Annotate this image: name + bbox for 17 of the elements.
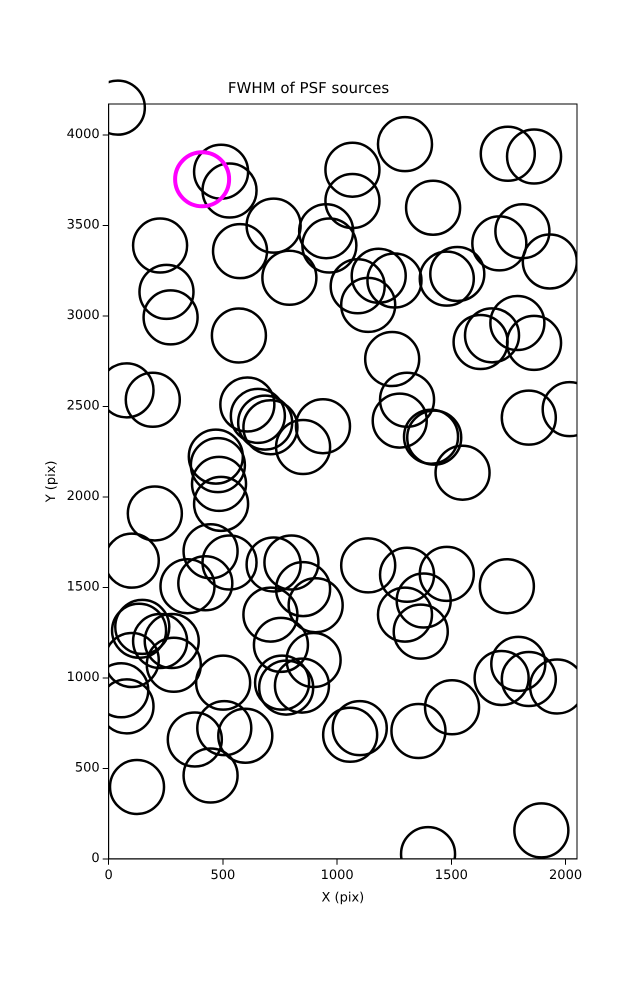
chart-title: FWHM of PSF sources	[228, 78, 390, 97]
y-tick-label: 4000	[66, 127, 100, 142]
x-tick-label: 1000	[320, 868, 354, 883]
x-tick-label: 1500	[434, 868, 468, 883]
y-tick-label: 3000	[66, 308, 100, 324]
y-tick-label: 0	[91, 851, 100, 866]
y-tick-label: 1500	[66, 580, 100, 595]
y-tick-label: 2000	[66, 489, 100, 504]
y-tick-label: 1000	[66, 670, 100, 686]
y-tick-label: 2500	[66, 398, 100, 414]
y-tick-label: 500	[74, 760, 100, 776]
x-axis-title: X (pix)	[321, 890, 364, 906]
y-tick-label: 3500	[66, 218, 100, 233]
x-tick-label: 0	[104, 868, 113, 883]
x-tick-label: 2000	[549, 868, 582, 883]
x-tick-label: 500	[210, 868, 236, 883]
y-axis-title: Y (pix)	[44, 460, 60, 504]
